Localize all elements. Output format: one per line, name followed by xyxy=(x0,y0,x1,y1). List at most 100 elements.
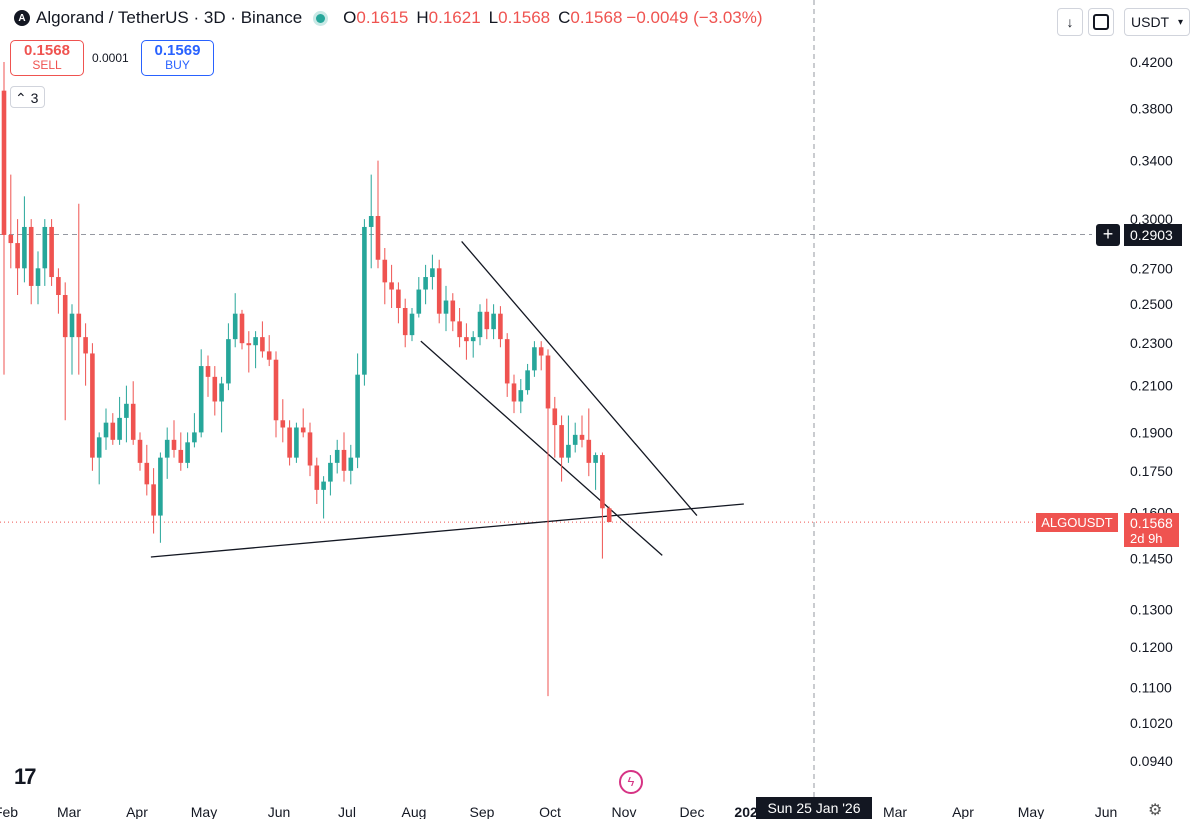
time-tick-label: Apr xyxy=(126,804,148,819)
trendline xyxy=(150,503,744,558)
candle xyxy=(219,376,224,433)
candle-body xyxy=(477,311,483,338)
buy-button[interactable]: 0.1569 BUY xyxy=(141,40,214,76)
symbol-title[interactable]: Algorand / TetherUS · 3D · Binance xyxy=(36,8,303,27)
candle xyxy=(280,399,286,443)
time-axis: FebMarAprMayJunJulAugSepOctNovDec2026Mar… xyxy=(0,804,1117,819)
candle xyxy=(22,196,27,283)
price-tick-label: 0.1750 xyxy=(1130,463,1173,479)
candle-body xyxy=(8,234,14,244)
candle-body xyxy=(69,313,75,338)
ohlc-key: H xyxy=(416,8,429,27)
candle xyxy=(198,349,204,438)
candle xyxy=(321,476,326,519)
gear-icon[interactable]: ⚙ xyxy=(1148,802,1163,819)
candle-body xyxy=(35,268,41,286)
candle-body xyxy=(171,439,177,450)
candle xyxy=(83,323,88,386)
candle-body xyxy=(328,462,333,482)
price-tick-label: 0.4200 xyxy=(1130,54,1173,70)
time-tick-label: Sep xyxy=(470,804,495,819)
candle-body xyxy=(382,259,388,283)
fullscreen-icon xyxy=(1093,14,1109,30)
currency-select[interactable]: USDT ▾ xyxy=(1124,8,1190,36)
indicators-toggle[interactable]: ⌃ 3 xyxy=(10,86,45,108)
candle-body xyxy=(307,432,313,466)
candle xyxy=(151,468,156,534)
candle xyxy=(470,331,476,358)
time-tick-label: May xyxy=(1018,804,1044,819)
add-alert-button[interactable]: + xyxy=(1096,224,1120,246)
candle xyxy=(103,408,109,450)
candle xyxy=(232,293,238,348)
time-tick-label: Mar xyxy=(57,804,81,819)
ohlc-value: 0.1568 xyxy=(498,8,551,27)
candle-body xyxy=(586,439,592,463)
bar-countdown: 2d 9h xyxy=(1130,531,1163,546)
candle xyxy=(402,298,408,348)
candle-body xyxy=(409,313,415,336)
algorand-logo-icon: A xyxy=(14,10,30,26)
candle-body xyxy=(83,337,88,354)
candle-body xyxy=(464,337,469,342)
candle-body xyxy=(566,444,571,458)
price-tick-label: 0.3400 xyxy=(1130,153,1173,169)
currency-label: USDT xyxy=(1131,14,1170,30)
candle xyxy=(287,420,292,466)
candle xyxy=(396,282,401,324)
candle-body xyxy=(606,508,612,523)
candle-body xyxy=(579,434,585,440)
candle xyxy=(42,219,48,286)
candle xyxy=(137,432,143,471)
candle-body xyxy=(294,427,299,458)
candle-body xyxy=(62,295,68,338)
ohlc-value: 0.1615 xyxy=(356,8,409,27)
candle xyxy=(572,422,578,453)
candle-body xyxy=(396,289,401,308)
candle xyxy=(246,331,252,373)
lightning-icon[interactable]: ϟ xyxy=(619,770,643,794)
candle-body xyxy=(355,374,360,458)
time-tick-label: Feb xyxy=(0,804,18,819)
ohlc-value: 0.1621 xyxy=(428,8,481,27)
candle xyxy=(538,341,544,371)
download-button[interactable]: ↓ xyxy=(1057,8,1083,36)
price-tick-label: 0.1450 xyxy=(1130,551,1173,567)
candle xyxy=(436,259,442,324)
buy-price: 0.1569 xyxy=(154,42,201,59)
candle xyxy=(334,439,340,474)
candle-body xyxy=(273,359,279,421)
candle xyxy=(266,335,272,367)
candle xyxy=(49,219,54,286)
candle-body xyxy=(362,226,367,375)
chevron-up-icon: ⌃ xyxy=(15,90,27,106)
trendline xyxy=(461,241,698,516)
trendlines xyxy=(150,241,744,558)
candle xyxy=(375,160,381,269)
indicator-count: 3 xyxy=(30,90,39,106)
candle-body xyxy=(572,434,578,445)
candle-body xyxy=(151,484,156,516)
ohlc-key: O xyxy=(343,8,357,27)
candle xyxy=(450,293,456,332)
candle xyxy=(457,307,462,348)
candle xyxy=(566,415,571,463)
sell-price: 0.1568 xyxy=(24,42,70,59)
ohlc-value: −0.0049 (−3.03%) xyxy=(626,8,763,27)
candle xyxy=(144,444,150,496)
time-tick-label: Aug xyxy=(402,804,427,819)
candle-body xyxy=(348,457,354,471)
candle xyxy=(416,277,422,318)
time-tick-label: May xyxy=(191,804,217,819)
candle-body xyxy=(76,313,82,338)
candle-body xyxy=(260,337,265,352)
candle-body xyxy=(430,268,435,278)
candle-body xyxy=(450,300,456,322)
sell-button[interactable]: 0.1568 SELL xyxy=(10,40,84,76)
candle-body xyxy=(443,300,449,314)
candle-body xyxy=(266,351,272,360)
fullscreen-button[interactable] xyxy=(1088,8,1114,36)
candles xyxy=(1,62,612,697)
price-tick-label: 0.1020 xyxy=(1130,715,1173,731)
